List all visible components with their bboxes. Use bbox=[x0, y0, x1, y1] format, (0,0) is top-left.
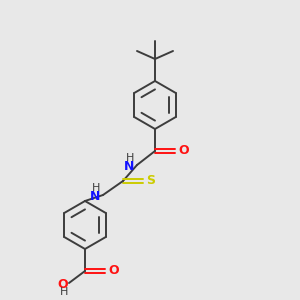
Text: H: H bbox=[126, 153, 134, 163]
Text: N: N bbox=[124, 160, 134, 172]
Text: N: N bbox=[90, 190, 100, 202]
Text: H: H bbox=[60, 287, 68, 297]
Text: S: S bbox=[146, 175, 155, 188]
Text: O: O bbox=[57, 278, 68, 290]
Text: O: O bbox=[108, 265, 119, 278]
Text: H: H bbox=[92, 183, 100, 193]
Text: O: O bbox=[178, 145, 189, 158]
